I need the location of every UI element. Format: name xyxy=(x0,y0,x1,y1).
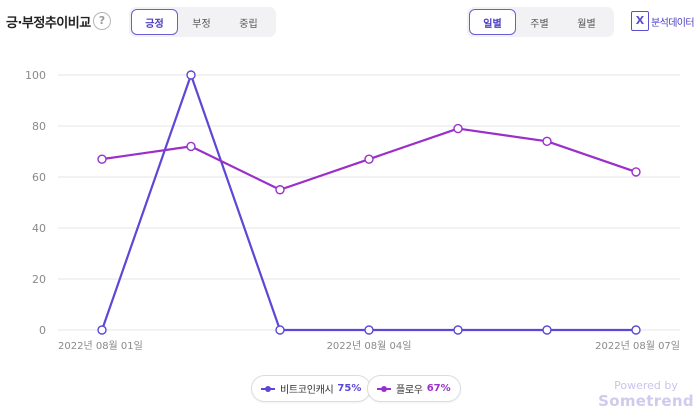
data-point xyxy=(97,325,107,335)
legend-label: 비트코인캐시 xyxy=(280,385,334,396)
data-point xyxy=(364,154,374,164)
data-point xyxy=(186,141,196,152)
legend-percent: 67% xyxy=(426,383,451,394)
y-tick-label: 20 xyxy=(32,273,46,286)
data-point xyxy=(364,325,374,335)
chart-title: 긍·부정추이비교 xyxy=(6,16,91,31)
y-tick-label: 40 xyxy=(32,222,46,235)
data-point xyxy=(631,167,641,177)
tab-weekly[interactable]: 주별 xyxy=(530,18,549,30)
y-tick-label: 100 xyxy=(25,69,46,82)
data-point xyxy=(275,185,285,195)
line-chart: 0 20 40 60 80 100 2022년 08월 01일 2022년 08월 04일 20… xyxy=(25,69,680,350)
tab-daily[interactable]: 일별 xyxy=(469,9,516,35)
data-point xyxy=(542,136,552,147)
data-point xyxy=(186,70,196,80)
series-line xyxy=(100,73,636,332)
data-point xyxy=(453,325,463,335)
tab-monthly[interactable]: 월별 xyxy=(577,18,596,30)
help-icon[interactable]: ? xyxy=(93,12,111,30)
tab-negative[interactable]: 부정 xyxy=(192,18,211,30)
y-tick-label: 80 xyxy=(32,120,46,133)
legend-percent: 75% xyxy=(337,383,362,394)
export-label: 분석데이터 xyxy=(651,17,695,29)
period-filter: 일별 주별 월별 xyxy=(467,7,614,37)
data-point xyxy=(275,325,285,335)
data-point xyxy=(542,325,552,335)
legend-label: 플로우 xyxy=(396,385,423,396)
export-data-button[interactable]: X 분석데이터 xyxy=(631,11,695,31)
excel-icon: X xyxy=(631,11,649,31)
tab-positive[interactable]: 긍정 xyxy=(131,9,178,35)
legend-item-flow[interactable]: 플로우 67% xyxy=(367,375,461,402)
powered-by-text: Powered by xyxy=(614,379,678,392)
x-tick-label: 2022년 08월 01일 xyxy=(58,340,143,350)
chart-header: 긍·부정추이비교 ? 긍정 부정 중립 일별 주별 월별 X 분석데이터 xyxy=(0,0,700,44)
data-point xyxy=(453,123,463,134)
legend-marker xyxy=(261,385,275,393)
legend-marker xyxy=(377,385,391,393)
y-tick-label: 60 xyxy=(32,171,46,184)
brand-name: Sometrend xyxy=(598,392,694,410)
powered-by-logo: Powered by Sometrend xyxy=(598,379,694,410)
y-tick-label: 0 xyxy=(39,324,46,337)
data-point xyxy=(97,154,107,164)
x-tick-label: 2022년 08월 07일 xyxy=(595,340,680,350)
data-point xyxy=(631,325,641,335)
tab-neutral[interactable]: 중립 xyxy=(239,18,258,30)
x-tick-label: 2022년 08월 04일 xyxy=(327,340,412,350)
sentiment-filter: 긍정 부정 중립 xyxy=(129,7,276,37)
legend-item-bitcoincash[interactable]: 비트코인캐시 75% xyxy=(251,375,372,402)
